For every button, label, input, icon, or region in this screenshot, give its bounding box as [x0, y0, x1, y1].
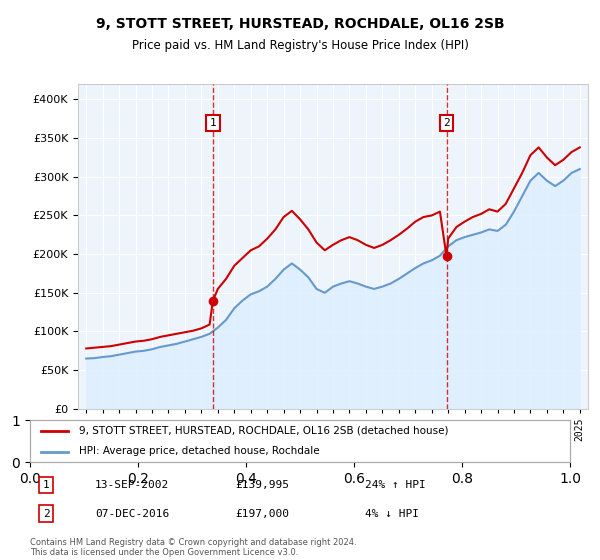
Text: Contains HM Land Registry data © Crown copyright and database right 2024.
This d: Contains HM Land Registry data © Crown c…: [30, 538, 356, 557]
Text: 2: 2: [443, 118, 450, 128]
Text: £139,995: £139,995: [235, 480, 289, 490]
Text: 1: 1: [43, 480, 50, 490]
Text: HPI: Average price, detached house, Rochdale: HPI: Average price, detached house, Roch…: [79, 446, 319, 456]
Text: 1: 1: [209, 118, 216, 128]
Text: 9, STOTT STREET, HURSTEAD, ROCHDALE, OL16 2SB (detached house): 9, STOTT STREET, HURSTEAD, ROCHDALE, OL1…: [79, 426, 448, 436]
Text: 13-SEP-2002: 13-SEP-2002: [95, 480, 169, 490]
Text: 9, STOTT STREET, HURSTEAD, ROCHDALE, OL16 2SB: 9, STOTT STREET, HURSTEAD, ROCHDALE, OL1…: [95, 17, 505, 31]
Text: Price paid vs. HM Land Registry's House Price Index (HPI): Price paid vs. HM Land Registry's House …: [131, 39, 469, 52]
Text: £197,000: £197,000: [235, 509, 289, 519]
Text: 07-DEC-2016: 07-DEC-2016: [95, 509, 169, 519]
Text: 24% ↑ HPI: 24% ↑ HPI: [365, 480, 425, 490]
Text: 4% ↓ HPI: 4% ↓ HPI: [365, 509, 419, 519]
Text: 2: 2: [43, 509, 50, 519]
